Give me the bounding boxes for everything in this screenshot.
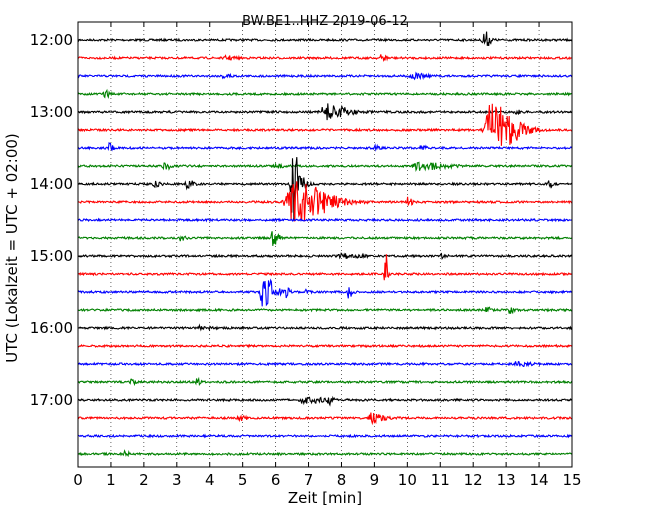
trace-layer	[77, 31, 573, 458]
x-tick-label: 5	[238, 471, 248, 489]
x-tick-label: 0	[73, 471, 83, 489]
seismic-trace	[77, 181, 573, 222]
x-tick-label: 9	[370, 471, 380, 489]
plot-frame	[77, 21, 573, 468]
x-tick-label: 7	[304, 471, 314, 489]
x-tick-label: 12	[464, 471, 483, 489]
seismic-trace	[77, 217, 573, 223]
x-tick-label: 2	[139, 471, 149, 489]
y-tick-label: 15:00	[30, 247, 73, 265]
seismic-trace	[77, 343, 573, 349]
x-tick-label: 11	[431, 471, 450, 489]
x-tick-label: 3	[172, 471, 182, 489]
x-axis-label: Zeit [min]	[288, 489, 362, 507]
seismic-trace	[77, 71, 573, 81]
y-axis-label: UTC (Lokalzeit = UTC + 02:00)	[3, 133, 21, 363]
seismic-trace	[77, 103, 573, 146]
y-tick-label: 12:00	[30, 31, 73, 49]
y-tick-label: 13:00	[30, 103, 73, 121]
x-tick-label: 15	[562, 471, 581, 489]
seismic-trace	[77, 252, 573, 261]
seismic-trace	[77, 231, 573, 246]
y-tick-label: 17:00	[30, 391, 73, 409]
seismic-trace	[77, 360, 573, 368]
seismic-trace	[77, 54, 573, 63]
axis-ticks: 0 1 2 3 4 5 6 7 8 9 10 11 12 13 14 1512:0013:0014:0015:…	[30, 22, 582, 489]
seismic-trace	[77, 103, 573, 121]
x-tick-label: 1	[106, 471, 116, 489]
seismic-trace	[77, 395, 573, 407]
x-tick-label: 8	[337, 471, 347, 489]
x-tick-label: 13	[497, 471, 516, 489]
x-tick-label: 4	[205, 471, 215, 489]
seismic-trace	[77, 306, 573, 315]
seismic-trace	[77, 141, 573, 152]
seismic-trace	[77, 412, 573, 426]
seismic-trace	[77, 376, 573, 387]
x-tick-label: 14	[530, 471, 549, 489]
seismic-trace	[77, 449, 573, 458]
x-tick-label: 10	[398, 471, 417, 489]
seismic-trace	[77, 254, 573, 281]
seismic-trace	[77, 88, 573, 99]
seismic-trace	[77, 31, 573, 47]
x-tick-label: 6	[271, 471, 281, 489]
seismic-trace	[77, 161, 573, 173]
y-tick-label: 14:00	[30, 175, 73, 193]
seismic-trace	[77, 323, 573, 332]
seismic-trace	[77, 433, 573, 439]
y-tick-label: 16:00	[30, 319, 73, 337]
seismic-trace	[77, 278, 573, 307]
seismic-trace	[77, 157, 573, 222]
